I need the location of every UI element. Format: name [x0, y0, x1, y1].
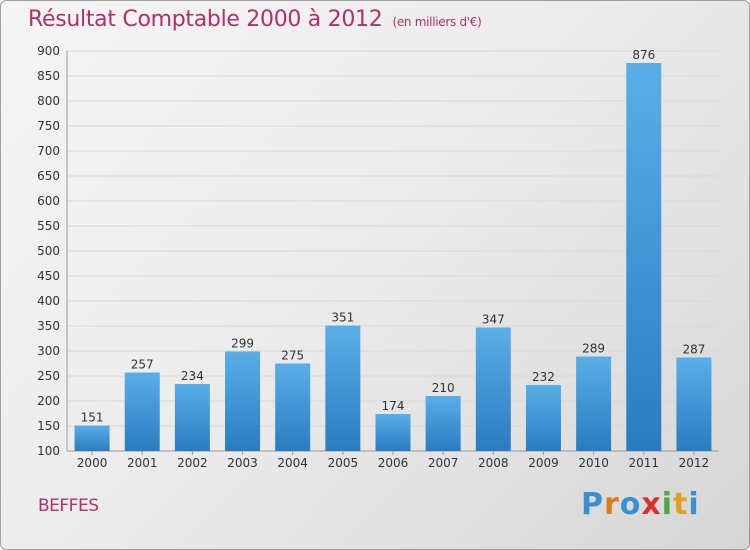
y-tick-label: 100 [37, 444, 60, 458]
y-tick-label: 650 [37, 169, 60, 183]
axes: 100 150 200 250 300 350 400 450 500 550 600 650 700 7… [37, 44, 719, 470]
value-label-2000: 151 [81, 411, 104, 425]
value-label-2001: 257 [131, 358, 154, 372]
y-tick-label: 400 [37, 294, 60, 308]
value-label-2007: 210 [432, 381, 455, 395]
logo-letter: P [581, 487, 604, 522]
bar-2009 [525, 385, 561, 451]
bar-2012 [676, 357, 712, 451]
x-tick-label-2010: 2010 [578, 456, 609, 470]
logo-letter: r [604, 487, 620, 522]
commune-name: BEFFES [38, 496, 99, 516]
y-tick-label: 550 [37, 219, 60, 233]
chart-title-text: Résultat Comptable 2000 à 2012 [28, 7, 383, 32]
logo-letter: o [619, 487, 642, 522]
y-tick-label: 300 [37, 344, 60, 358]
y-tick-label: 700 [37, 144, 60, 158]
x-tick-label-2000: 2000 [77, 456, 108, 470]
logo-letter: x [641, 487, 662, 522]
proxiti-logo: Proxiti [581, 487, 700, 522]
x-tick-label-2005: 2005 [328, 456, 359, 470]
y-tick-label: 750 [37, 119, 60, 133]
bar-2002 [174, 384, 210, 451]
x-tick-label-2003: 2003 [227, 456, 258, 470]
y-tick-label: 850 [37, 69, 60, 83]
bar-2010 [576, 356, 612, 451]
x-tick-label-2002: 2002 [177, 456, 208, 470]
bar-2003 [225, 351, 261, 451]
y-tick-label: 800 [37, 94, 60, 108]
y-tick-label: 250 [37, 369, 60, 383]
bar-2006 [375, 414, 411, 451]
value-label-2004: 275 [281, 349, 304, 363]
bar-2000 [74, 425, 110, 451]
x-tick-label-2011: 2011 [628, 456, 659, 470]
logo-letter: t [673, 487, 689, 522]
x-tick-label-2001: 2001 [127, 456, 158, 470]
bar-2008 [475, 327, 511, 451]
value-label-2003: 299 [231, 337, 254, 351]
bar-2001 [124, 372, 160, 451]
bar-2007 [425, 396, 461, 451]
bar-2004 [275, 363, 311, 451]
y-tick-label: 900 [37, 44, 60, 58]
y-tick-label: 150 [37, 419, 60, 433]
value-label-2006: 174 [382, 399, 405, 413]
logo-letter: i [688, 487, 700, 522]
chart-subtitle: (en milliers d'€) [392, 15, 482, 29]
value-label-2002: 234 [181, 369, 204, 383]
value-label-2010: 289 [582, 342, 605, 356]
x-tick-label-2009: 2009 [528, 456, 559, 470]
y-tick-label: 350 [37, 319, 60, 333]
x-tick-label-2006: 2006 [378, 456, 409, 470]
bar-2011 [626, 63, 662, 451]
x-tick-label-2007: 2007 [428, 456, 459, 470]
value-label-2011: 876 [632, 48, 655, 62]
value-label-2005: 351 [331, 311, 354, 325]
y-tick-label: 500 [37, 244, 60, 258]
y-tick-label: 450 [37, 269, 60, 283]
value-label-2009: 232 [532, 370, 555, 384]
bars: 151 257 234 299 275 351 174 210 347 232 289 876 287 [74, 48, 712, 451]
x-tick-label-2004: 2004 [277, 456, 308, 470]
x-tick-label-2008: 2008 [478, 456, 509, 470]
value-label-2008: 347 [482, 313, 505, 327]
bar-2005 [325, 325, 361, 451]
x-tick-label-2012: 2012 [679, 456, 710, 470]
y-tick-label: 200 [37, 394, 60, 408]
logo-letter: i [661, 487, 674, 522]
chart-title: Résultat Comptable 2000 à 2012 (en millie… [28, 7, 482, 32]
y-tick-label: 600 [37, 194, 60, 208]
value-label-2012: 287 [682, 343, 705, 357]
grid [67, 50, 719, 452]
